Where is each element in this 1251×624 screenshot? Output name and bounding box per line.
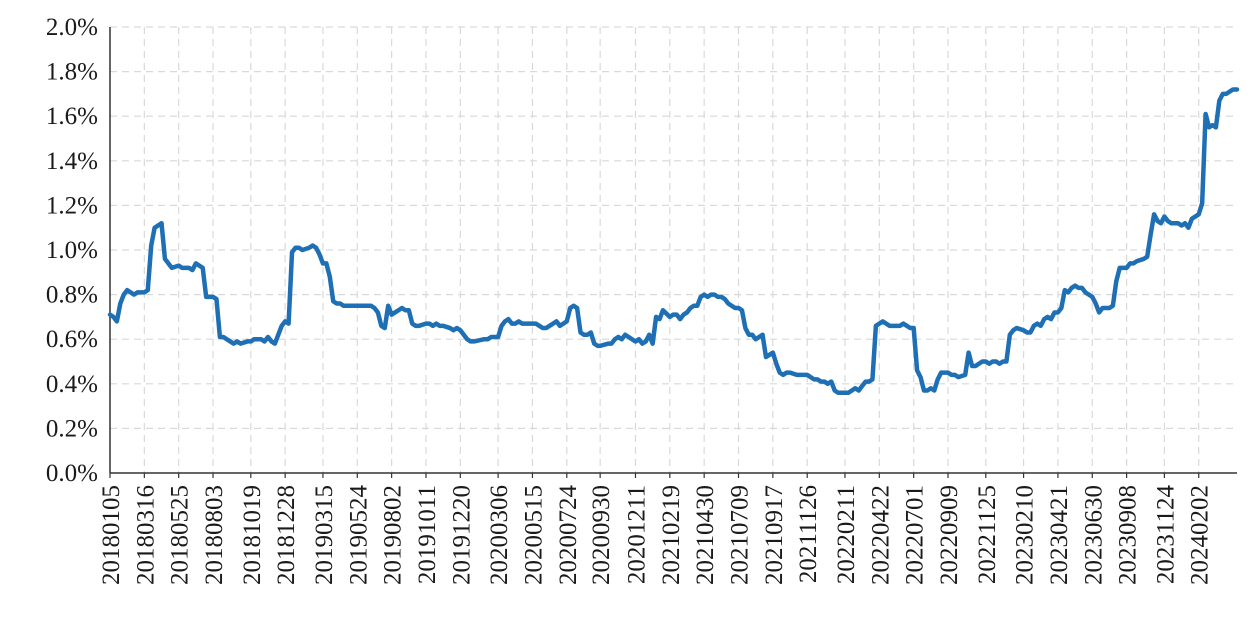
- x-tick-label: 20220211: [833, 485, 860, 584]
- x-tick-label: 20210917: [761, 485, 788, 585]
- x-tick-label: 20180525: [167, 485, 194, 585]
- y-tick-labels: 0.0% 0.2% 0.4% 0.6% 0.8% 1.0% 1.2% 1.4% 1.6% 1.8%…: [46, 14, 98, 487]
- x-tick-label: 20210219: [658, 485, 685, 585]
- x-tick-label: 20180803: [201, 485, 228, 585]
- series-line: [107, 87, 1240, 395]
- x-tick-label: 20181228: [273, 485, 300, 585]
- x-tick-label: 20221125: [974, 485, 1001, 584]
- x-tick-label: 20210709: [727, 485, 754, 585]
- x-tick-label: 20230630: [1080, 485, 1107, 585]
- x-tick-label: 20231124: [1152, 485, 1179, 585]
- y-tick-label: 1.8%: [46, 59, 98, 86]
- axis-layer: [109, 27, 1237, 478]
- x-tick-label: 20201211: [623, 485, 650, 584]
- y-tick-label: 0.8%: [46, 282, 98, 309]
- grid-layer: [109, 26, 1237, 473]
- x-tick-label: 20220422: [867, 485, 894, 585]
- x-tick-label: 20220909: [936, 485, 963, 585]
- y-tick-label: 0.0%: [46, 460, 98, 487]
- y-tick-label: 1.4%: [46, 148, 98, 175]
- y-tick-label: 0.6%: [46, 326, 98, 353]
- x-tick-label: 20211126: [795, 485, 822, 583]
- x-tick-label: 20180316: [132, 485, 159, 585]
- x-tick-label: 20210430: [692, 485, 719, 585]
- x-tick-label: 20190524: [345, 485, 372, 586]
- x-tick-labels: 20180105 20180316 20180525 20180803 20181019…: [98, 485, 1214, 586]
- x-tick-label: 20240202: [1187, 485, 1214, 585]
- x-tick-label: 20220701: [902, 485, 929, 585]
- x-tick-label: 20180105: [98, 485, 125, 585]
- x-tick-label: 20190315: [311, 485, 338, 585]
- x-tick-label: 20200724: [555, 485, 582, 586]
- x-tick-label: 20230421: [1046, 485, 1073, 585]
- x-tick-label: 20181019: [239, 485, 266, 585]
- y-tick-label: 0.4%: [46, 371, 98, 398]
- x-tick-label: 20200515: [520, 485, 547, 585]
- y-tick-label: 2.0%: [46, 14, 98, 41]
- x-tick-label: 20200306: [486, 485, 513, 585]
- y-tick-label: 1.6%: [46, 103, 98, 130]
- x-tick-label: 20230210: [1012, 485, 1039, 585]
- series-layer: [107, 87, 1240, 395]
- y-tick-label: 0.2%: [46, 415, 98, 442]
- x-tick-label: 20230908: [1115, 485, 1142, 585]
- x-tick-label: 20190802: [380, 485, 407, 585]
- x-tick-label: 20200930: [588, 485, 615, 585]
- y-tick-label: 1.0%: [46, 237, 98, 264]
- x-tick-label: 20191011: [414, 485, 441, 584]
- y-tick-label: 1.2%: [46, 192, 98, 219]
- x-tick-label: 20191220: [448, 485, 475, 585]
